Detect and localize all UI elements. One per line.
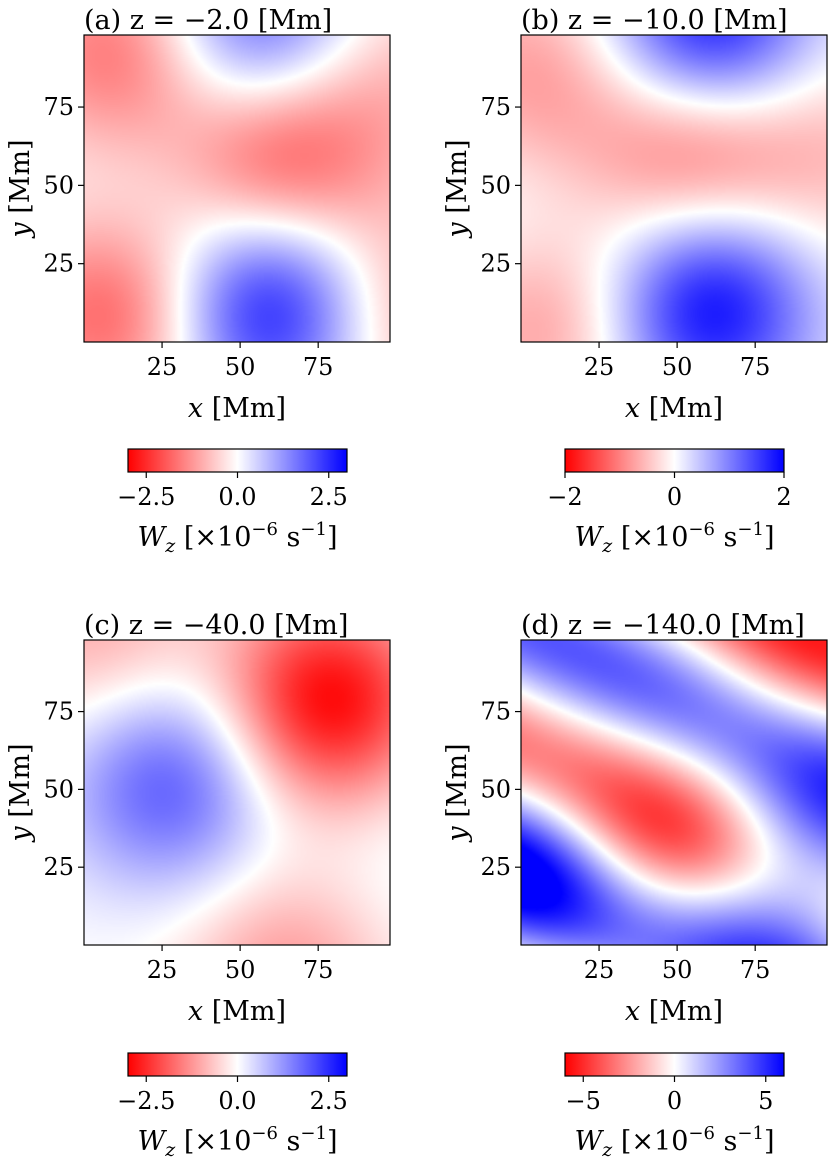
colorbar-tick-label: 2.5 [310,483,348,511]
colorbar-tick-label: 0.0 [218,483,256,511]
axes-frame [83,639,391,946]
panel-b: (b) z = −10.0 [Mm] 25 50 75 25 50 75 x [Mm] y [M… [442,5,828,557]
x-axis-label: x [Mm] [188,393,286,424]
panel-c: (c) z = −40.0 [Mm] 25 50 75 25 50 75 x [Mm] y [M… [5,610,391,1161]
axes-frame [83,34,391,343]
colorbar-gradient [127,1052,348,1077]
y-tick-label: 50 [43,775,74,803]
panel-title: (a) z = −2.0 [Mm] [84,5,332,36]
y-tick-label: 75 [480,698,511,726]
heatmap-image [84,35,390,342]
panel-title: (d) z = −140.0 [Mm] [521,610,805,641]
colorbar-tick-label: −5 [566,1087,601,1115]
colorbar-gradient [564,1052,785,1077]
heatmap-image [84,640,390,945]
y-tick-label: 50 [480,171,511,199]
x-tick-label: 75 [303,956,334,984]
y-axis-label: y [Mm] [442,139,473,238]
y-tick-label: 50 [43,171,74,199]
heatmap-image [521,640,827,945]
x-tick-label: 75 [303,353,334,381]
colorbar-tick-label: 2 [776,483,791,511]
colorbar: −2 0 2Wz [×10−6 s−1] [547,448,792,557]
x-tick-label: 75 [740,353,771,381]
colorbar: −5 0 5 Wz [×10−6 s−1] [564,1052,785,1161]
y-tick-label: 25 [43,853,74,881]
colorbar-tick-label: −2 [547,483,582,511]
colorbar-label: Wz [×10−6 s−1] [138,1123,338,1161]
panel-a: (a) z = −2.0 [Mm] 25 50 75 25 50 75 x [Mm] y [Mm… [5,5,391,557]
colorbar-tick-label: 0 [667,1087,682,1115]
y-tick-label: 25 [480,853,511,881]
x-tick-label: 50 [662,956,693,984]
colorbar-tick-label: −2.5 [117,483,175,511]
x-tick-label: 75 [740,956,771,984]
x-tick-label: 50 [225,353,256,381]
x-tick-label: 25 [147,956,178,984]
x-tick-label: 25 [147,353,178,381]
colorbar: −2.5 0.0 2.5 Wz [×10−6 s−1] [117,1052,348,1161]
colorbar-label: Wz [×10−6 s−1] [575,1123,775,1161]
colorbar-tick-label: 2.5 [310,1087,348,1115]
x-tick-label: 25 [584,956,615,984]
x-axis-label: x [Mm] [625,393,723,424]
panel-title: (c) z = −40.0 [Mm] [84,610,348,641]
colorbar-tick-label: 0 [667,483,682,511]
axes-frame [520,34,828,343]
y-tick-label: 75 [43,93,74,121]
colorbar-tick-label: 0.0 [218,1087,256,1115]
panel-title: (b) z = −10.0 [Mm] [521,5,788,36]
y-tick-label: 50 [480,775,511,803]
colorbar-gradient [564,448,785,473]
y-tick-label: 25 [480,250,511,278]
colorbar-gradient [127,448,348,473]
y-tick-label: 75 [43,698,74,726]
y-tick-label: 25 [43,250,74,278]
colorbar-label: Wz [×10−6 s−1] [138,519,338,557]
y-axis-label: y [Mm] [5,743,36,842]
x-axis-label: x [Mm] [188,996,286,1027]
colorbar-label: Wz [×10−6 s−1] [575,519,775,557]
x-axis-label: x [Mm] [625,996,723,1027]
heatmap-image [521,35,827,342]
y-tick-label: 75 [480,93,511,121]
colorbar-tick-label: 5 [758,1087,773,1115]
x-tick-label: 25 [584,353,615,381]
x-tick-label: 50 [225,956,256,984]
y-axis-label: y [Mm] [5,139,36,238]
colorbar: −2.5 0.0 2.5 Wz [×10−6 s−1] [117,448,348,557]
y-axis-label: y [Mm] [442,743,473,842]
axes-frame [520,639,828,946]
x-tick-label: 50 [662,353,693,381]
colorbar-tick-label: −2.5 [117,1087,175,1115]
